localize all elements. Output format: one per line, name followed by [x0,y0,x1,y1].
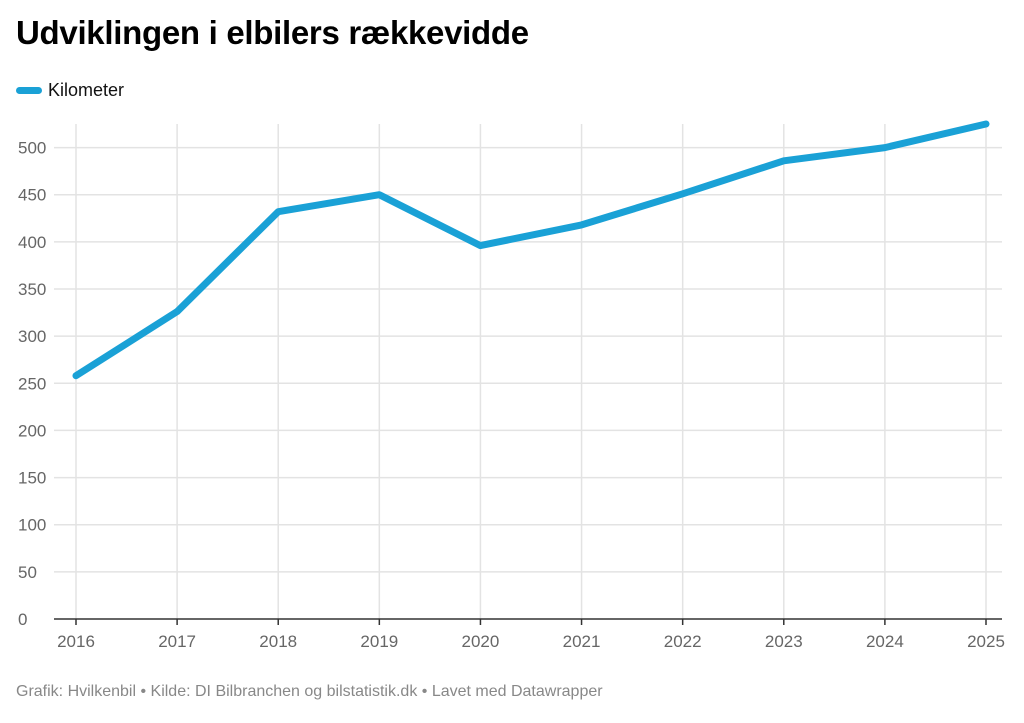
chart-title: Udviklingen i elbilers rækkevidde [16,14,529,51]
legend: Kilometer [16,78,124,102]
source-footer: Grafik: Hvilkenbil • Kilde: DI Bilbranch… [16,683,603,700]
x-tick-label: 2022 [664,632,702,651]
y-tick-label: 450 [18,186,46,205]
x-tick-label: 2017 [158,632,196,651]
y-tick-label: 350 [18,280,46,299]
y-tick-label: 100 [18,516,46,535]
y-tick-label: 300 [18,327,46,346]
y-tick-label: 400 [18,233,46,252]
legend-swatch [16,86,42,94]
y-tick-label: 50 [18,563,37,582]
x-axis-tick-labels: 2016 2017 2018 2019 2020 2021 2022 2023 2024 2025 [57,619,1005,651]
vertical-gridlines [75,124,987,619]
series-line-kilometer [72,120,990,380]
x-tick-label: 2020 [462,632,500,651]
series-group [72,120,990,380]
y-tick-label: 150 [18,469,46,488]
x-tick-label: 2019 [360,632,398,651]
y-tick-label: 0 [18,610,27,629]
y-axis-tick-labels: 0 50 100 150 200 250 300 350 400 450 500 [18,139,46,629]
x-tick-label: 2025 [967,632,1005,651]
legend-label: Kilometer [48,79,125,100]
y-tick-label: 500 [18,139,46,158]
horizontal-gridlines [54,146,1002,573]
y-tick-label: 250 [18,374,46,393]
x-tick-label: 2024 [866,632,904,651]
x-tick-label: 2018 [259,632,297,651]
x-tick-label: 2016 [57,632,95,651]
x-tick-label: 2023 [765,632,803,651]
y-tick-label: 200 [18,421,46,440]
x-tick-label: 2021 [563,632,601,651]
